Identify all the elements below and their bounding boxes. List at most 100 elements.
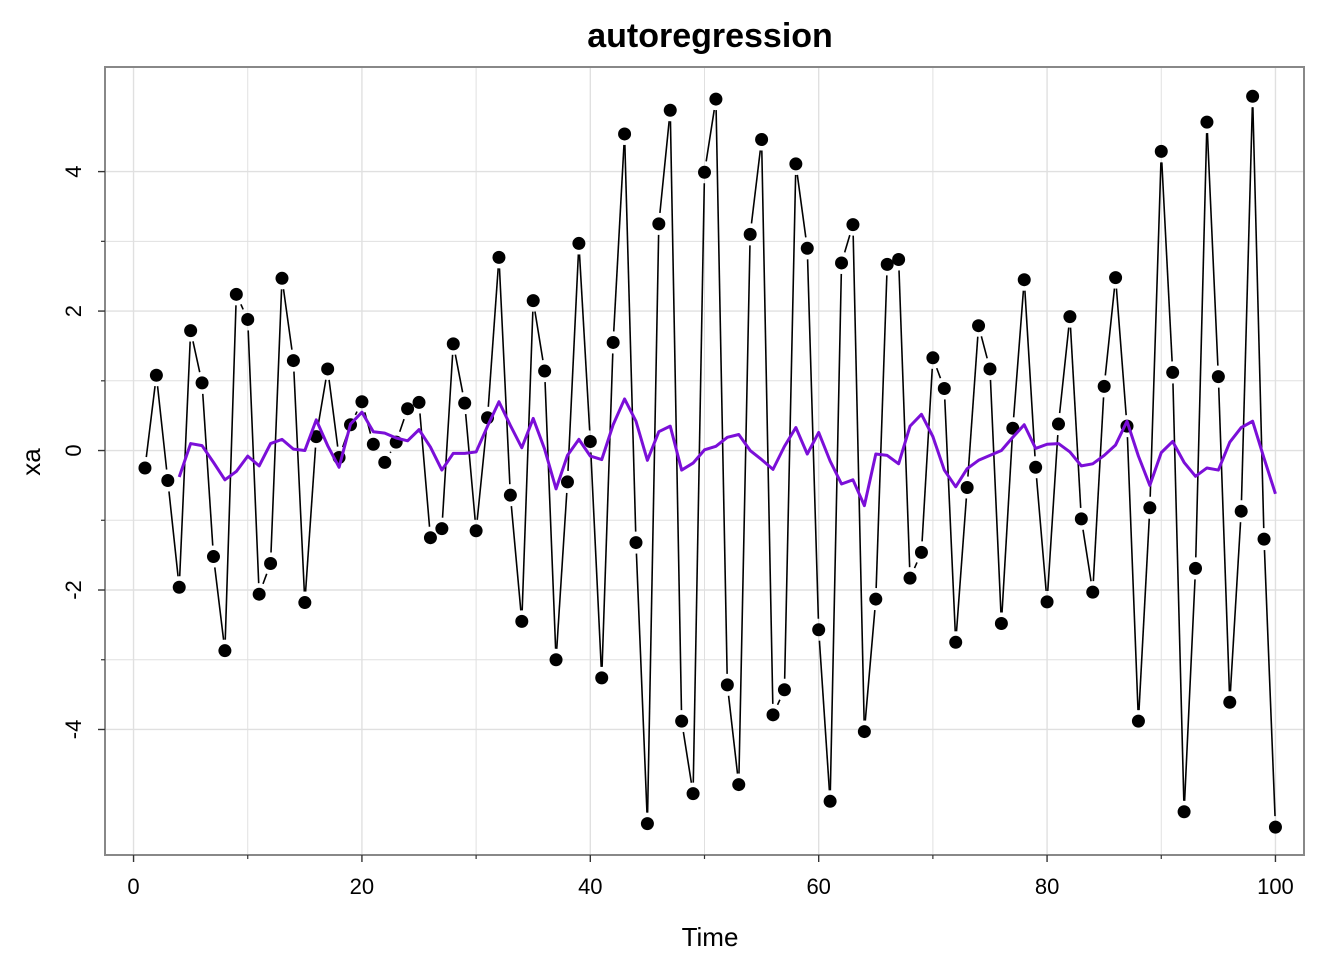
series-line-segment [705,109,716,162]
series-line-segment [240,304,244,310]
data-point [606,335,620,349]
data-point [1006,421,1020,435]
data-point [777,683,791,697]
series-line-segment [715,110,728,674]
series-line-segment [682,731,693,783]
series-line-segment [201,393,214,546]
data-point [595,671,609,685]
data-point [264,557,278,571]
x-tick-label: 40 [578,874,602,899]
x-axis-title: Time [682,922,739,952]
data-point [800,241,814,255]
data-point [1086,585,1100,599]
series-line-segment [750,150,762,224]
series-line-segment [1126,437,1139,711]
data-point [378,455,392,469]
data-point [492,250,506,264]
series-line-segment [955,498,968,632]
series-line-segment [1069,327,1082,508]
series-line-segment [464,414,476,520]
series-line-segment [921,368,934,542]
series-line-segment [1172,383,1185,801]
data-point [663,103,677,117]
data-point [538,364,552,378]
data-point [857,725,871,739]
data-point [355,395,369,409]
series-line-segment [304,447,317,592]
series-line-segment [692,183,706,783]
smoothed-layer [177,397,1277,508]
series-line-segment [156,386,168,470]
series-line-segment [612,144,625,332]
series-line-segment [913,562,918,569]
data-point [458,396,472,410]
series-line-segment [1161,162,1173,362]
y-tick-label: 4 [61,165,86,177]
series-line-segment [1115,288,1127,416]
series-line-segment [1046,434,1059,591]
series-line-segment [510,506,522,611]
series-line-segment [1263,550,1276,817]
data-point [218,644,232,658]
data-point [618,127,632,141]
data-point [149,368,163,382]
series-line-segment [214,567,225,640]
data-point [1109,271,1123,285]
series-line-segment [544,382,557,649]
series-line-segment [317,379,327,426]
series-line-segment [1240,107,1254,501]
data-point [892,252,906,266]
series-line-segment [829,273,843,791]
series-line-segment [389,451,392,454]
data-point [252,587,266,601]
data-point [1223,695,1237,709]
data-point [652,217,666,231]
x-tick-label: 20 [350,874,374,899]
data-point [926,351,940,365]
series-line-segment [590,452,602,667]
data-point [526,294,540,308]
data-point [686,787,700,801]
data-point [1268,820,1282,834]
data-point [937,381,951,395]
x-tick-label: 100 [1257,874,1294,899]
series-line-segment [270,289,283,553]
points-layer [138,89,1282,834]
data-point [298,596,312,610]
data-point [675,714,689,728]
series-line-segment [796,174,807,238]
data-point [1257,532,1271,546]
series-line-segment [1035,478,1047,591]
x-tick-label: 0 [127,874,139,899]
data-point [401,402,415,416]
series-layer [145,107,1276,817]
series-line-segment [567,254,580,471]
data-point [983,362,997,376]
series-line-segment [476,428,488,520]
data-point [1051,417,1065,431]
data-point [1074,512,1088,526]
data-point [583,434,597,448]
series-line-segment [875,275,888,589]
series-line-segment [967,336,979,477]
x-tick-label: 80 [1035,874,1059,899]
data-point [903,571,917,585]
series-line-segment [943,399,957,632]
data-point [1166,365,1180,379]
series-line-segment [818,640,831,791]
data-point [309,430,323,444]
data-point [286,354,300,368]
data-point [560,475,574,489]
data-point [1154,144,1168,158]
series-line-segment [1149,162,1162,497]
series-line-segment [454,354,464,393]
data-point [515,614,529,628]
data-point [229,287,243,301]
data-point [549,653,563,667]
data-point [766,708,780,722]
series-line-segment [776,699,781,706]
series-line-segment [1001,439,1013,613]
data-point [994,616,1008,630]
series-line-segment [1217,387,1231,692]
